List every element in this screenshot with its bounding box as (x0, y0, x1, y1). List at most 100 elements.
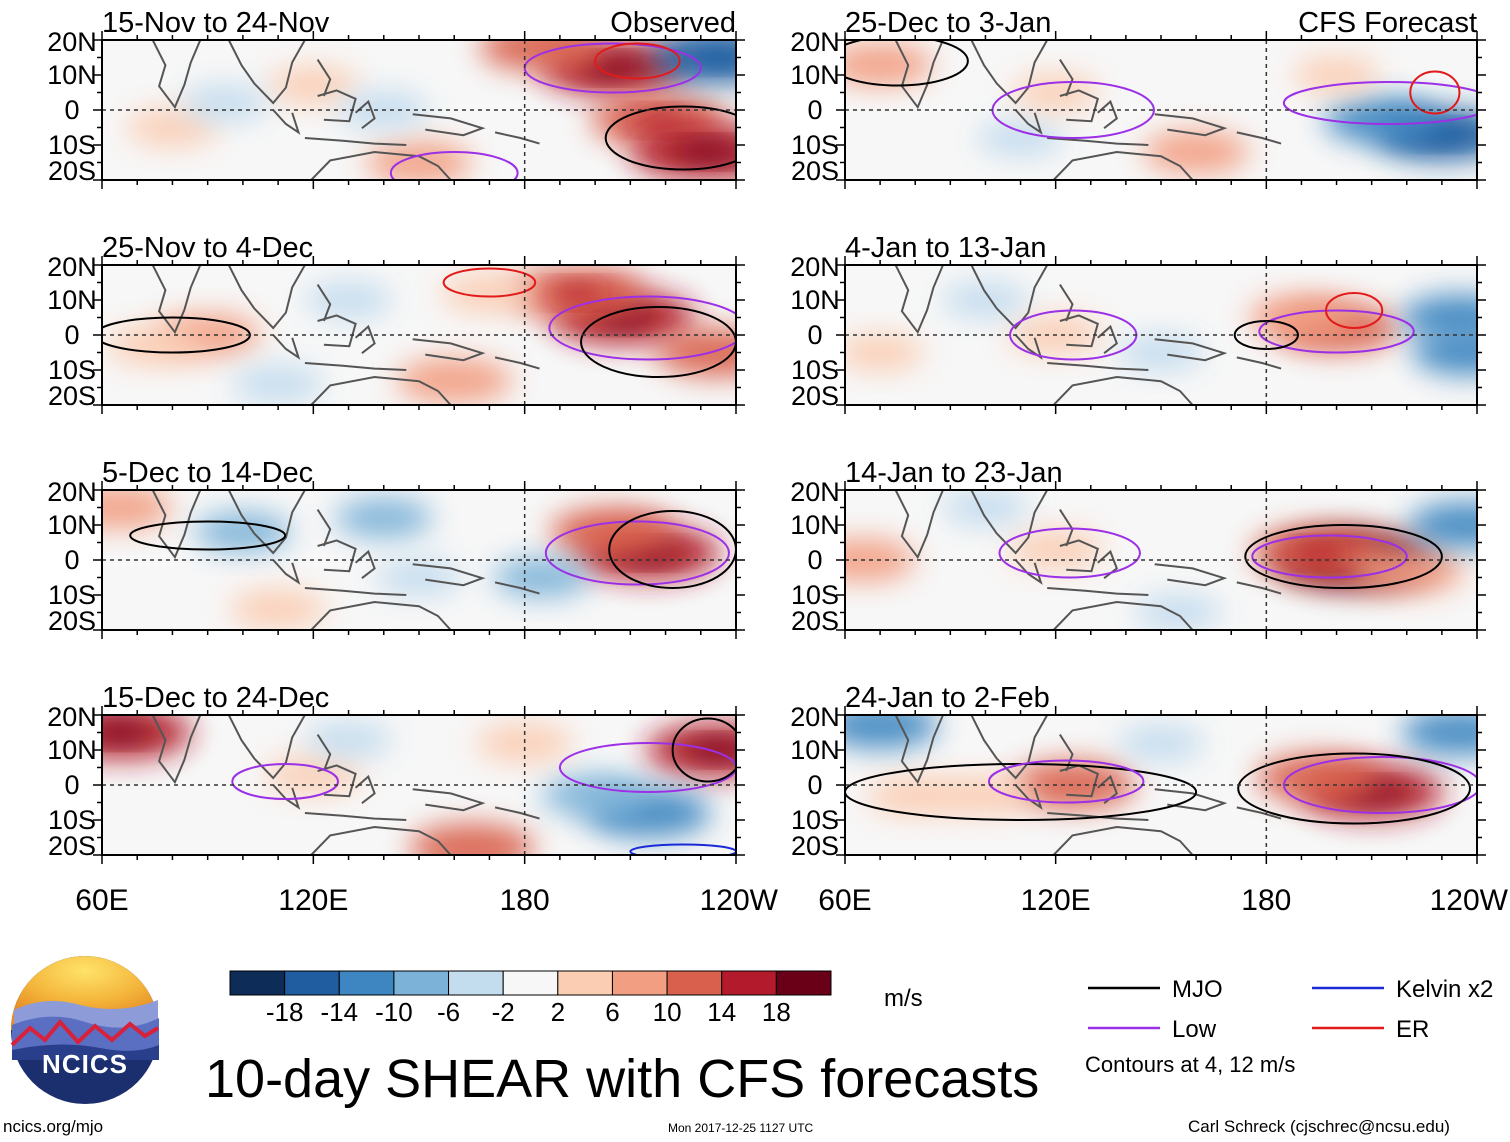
shear-anomaly (1010, 760, 1136, 810)
shear-anomaly (941, 281, 1029, 319)
y-tick-label: 10N (790, 735, 840, 765)
coastline (272, 334, 301, 360)
panel-title: 25-Nov to 4-Dec (102, 232, 313, 264)
shear-anomaly (441, 272, 538, 314)
shear-field (845, 281, 1477, 376)
y-tick-label: 10S (791, 580, 839, 610)
wave-contour (1251, 534, 1408, 579)
y-tick-label: 20S (48, 606, 96, 636)
wave-contour (544, 520, 730, 586)
panel-title: 5-Dec to 14-Dec (102, 457, 313, 489)
wave-contour (1282, 81, 1477, 125)
panel-tag: CFS Forecast (1298, 7, 1477, 39)
colorbar-label: 14 (707, 997, 736, 1027)
wave-contour (558, 742, 736, 793)
shear-anomaly (1401, 294, 1477, 341)
colorbar-swatch (666, 970, 723, 996)
y-tick-label: 20N (47, 27, 97, 57)
shear-anomaly (1293, 56, 1381, 94)
colorbar-label: 2 (551, 997, 565, 1027)
shear-anomaly (304, 720, 393, 759)
coastline (1059, 284, 1074, 322)
shear-anomaly (102, 490, 173, 530)
y-tick-label: 20N (47, 477, 97, 507)
colorbar-swatch (775, 970, 832, 996)
coastline (1097, 99, 1118, 129)
coastline (151, 490, 202, 560)
wave-contour (129, 520, 287, 551)
shear-anomaly (267, 66, 360, 105)
shear-anomaly (1135, 593, 1223, 630)
shear-anomaly (229, 588, 327, 630)
y-tick-label: 20N (790, 477, 840, 507)
legend-label: ER (1396, 1016, 1429, 1043)
source-link[interactable]: ncics.org/mjo (3, 1117, 104, 1136)
coastline (304, 137, 407, 146)
coastline (970, 715, 1049, 780)
panel-tag: Observed (610, 7, 736, 39)
y-tick-label: 10S (791, 805, 839, 835)
coastline (1047, 362, 1149, 371)
shear-anomaly (479, 40, 606, 72)
wave-contour (1237, 752, 1471, 825)
shear-anomaly (232, 364, 325, 404)
coastline (1236, 131, 1282, 145)
colorbar-label: -2 (492, 997, 515, 1027)
coastline (412, 338, 486, 362)
x-tick-label: 120W (700, 884, 779, 917)
wave-contour (604, 105, 736, 171)
y-tick-label: 20N (790, 27, 840, 57)
coastline (894, 40, 944, 110)
author-credit: Carl Schreck (cjschrec@ncsu.edu) (1188, 1117, 1450, 1136)
y-tick-label: 10N (47, 735, 97, 765)
colorbar-swatch (721, 970, 777, 996)
colorbar-swatch (393, 970, 450, 996)
coastline (317, 764, 357, 798)
shear-anomaly (1324, 97, 1441, 144)
wave-contour (1282, 756, 1477, 814)
legend-label: Low (1172, 1016, 1217, 1043)
colorbar-label: 10 (653, 997, 682, 1027)
y-tick-label: 20N (47, 702, 97, 732)
coastline (1236, 356, 1282, 370)
contour-note: Contours at 4, 12 m/s (1085, 1052, 1296, 1077)
coastline (1014, 559, 1043, 585)
colorbar-label: -6 (437, 997, 460, 1027)
y-tick-label: 20S (48, 381, 96, 411)
y-tick-label: 20N (790, 252, 840, 282)
coastline (894, 490, 944, 560)
shear-anomaly (126, 108, 219, 147)
y-tick-label: 0 (807, 545, 822, 575)
coastline (354, 549, 376, 579)
wave-contours (231, 717, 736, 855)
wave-contour (594, 42, 681, 80)
coastline (1236, 806, 1282, 820)
wave-contour (548, 295, 736, 361)
coastline (1014, 784, 1043, 810)
shear-anomaly (304, 281, 393, 319)
coastline (304, 587, 407, 596)
coastline (151, 265, 202, 335)
shear-field (845, 715, 1477, 820)
shear-anomaly (941, 490, 1029, 527)
wave-contour (1258, 309, 1415, 354)
coastline (310, 825, 452, 855)
shear-field (845, 42, 1477, 174)
y-tick-label: 0 (64, 95, 79, 125)
coastline (494, 356, 540, 370)
shear-anomaly-core (628, 111, 689, 130)
y-tick-label: 20S (48, 156, 96, 186)
coastline (227, 715, 306, 780)
coastline (1059, 764, 1099, 798)
coastline (316, 509, 332, 547)
colorbar-swatch (229, 970, 286, 996)
coastline (317, 89, 357, 123)
shear-anomaly (1348, 547, 1465, 594)
shear-anomaly (937, 775, 1034, 816)
y-tick-label: 10N (47, 285, 97, 315)
panel-title: 15-Nov to 24-Nov (102, 7, 330, 39)
coastline (354, 99, 376, 129)
